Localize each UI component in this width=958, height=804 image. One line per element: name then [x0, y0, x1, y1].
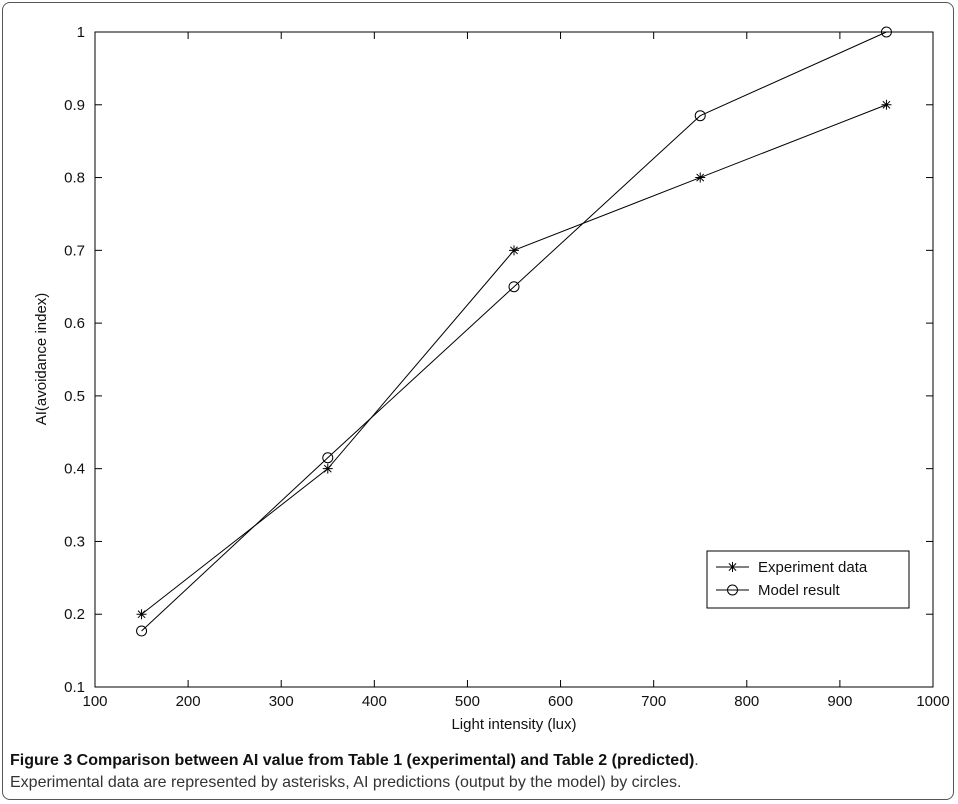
- data-point-series-1: [695, 172, 706, 183]
- x-tick-label: 700: [641, 693, 666, 710]
- y-tick-label: 0.6: [64, 315, 85, 332]
- y-tick-label: 0.7: [64, 242, 85, 259]
- line-chart: 100 200 300 400 500 600 700 800 900 1000 0.1 0.2 0.3…: [33, 24, 950, 733]
- x-tick-label: 100: [82, 693, 107, 710]
- x-tick-label: 1000: [916, 693, 949, 710]
- y-tick-label: 0.3: [64, 533, 85, 550]
- x-tick-label: 800: [734, 693, 759, 710]
- y-tick-label: 0.8: [64, 170, 85, 187]
- caption-period: .: [694, 752, 699, 769]
- x-tick-label: 500: [455, 693, 480, 710]
- y-tick-label: 0.9: [64, 97, 85, 114]
- legend-label: Model result: [758, 582, 841, 599]
- data-point-series-2: [322, 452, 334, 464]
- legend-marker: [727, 562, 738, 572]
- axis-ticks: 100 200 300 400 500 600 700 800 900 1000 0.1 0.2 0.3…: [64, 24, 950, 710]
- y-axis-label: AI(avoidance index): [33, 293, 50, 426]
- series-layer: [136, 26, 892, 637]
- y-tick-label: 0.2: [64, 606, 85, 623]
- x-axis-label: Light intensity (lux): [451, 716, 576, 733]
- caption-text: Experimental data are represented by ast…: [10, 774, 682, 791]
- data-point-series-1: [881, 99, 892, 110]
- data-point-series-1: [136, 609, 147, 620]
- x-tick-label: 400: [362, 693, 387, 710]
- x-tick-label: 200: [176, 693, 201, 710]
- legend-marker: [727, 584, 738, 596]
- data-point-series-1: [509, 245, 519, 256]
- caption-title: Figure 3 Comparison between AI value fro…: [10, 752, 695, 769]
- y-tick-label: 0.1: [64, 679, 85, 696]
- data-point-series-2: [508, 281, 520, 293]
- data-point-series-1: [322, 463, 333, 474]
- y-tick-label: 0.5: [64, 388, 85, 405]
- x-tick-label: 600: [548, 693, 573, 710]
- data-point-series-2: [694, 110, 706, 122]
- x-tick-label: 300: [269, 693, 294, 710]
- figure-caption: Figure 3 Comparison between AI value fro…: [10, 750, 952, 794]
- y-tick-label: 0.4: [64, 461, 85, 478]
- x-tick-label: 900: [827, 693, 852, 710]
- data-point-series-2: [136, 625, 148, 637]
- legend-box: [706, 550, 910, 609]
- legend: Experiment data Model result: [706, 550, 910, 609]
- data-point-series-2: [880, 26, 892, 38]
- legend-label: Experiment data: [758, 559, 868, 576]
- series-line-2: [141, 31, 887, 632]
- y-tick-label: 1: [77, 24, 85, 41]
